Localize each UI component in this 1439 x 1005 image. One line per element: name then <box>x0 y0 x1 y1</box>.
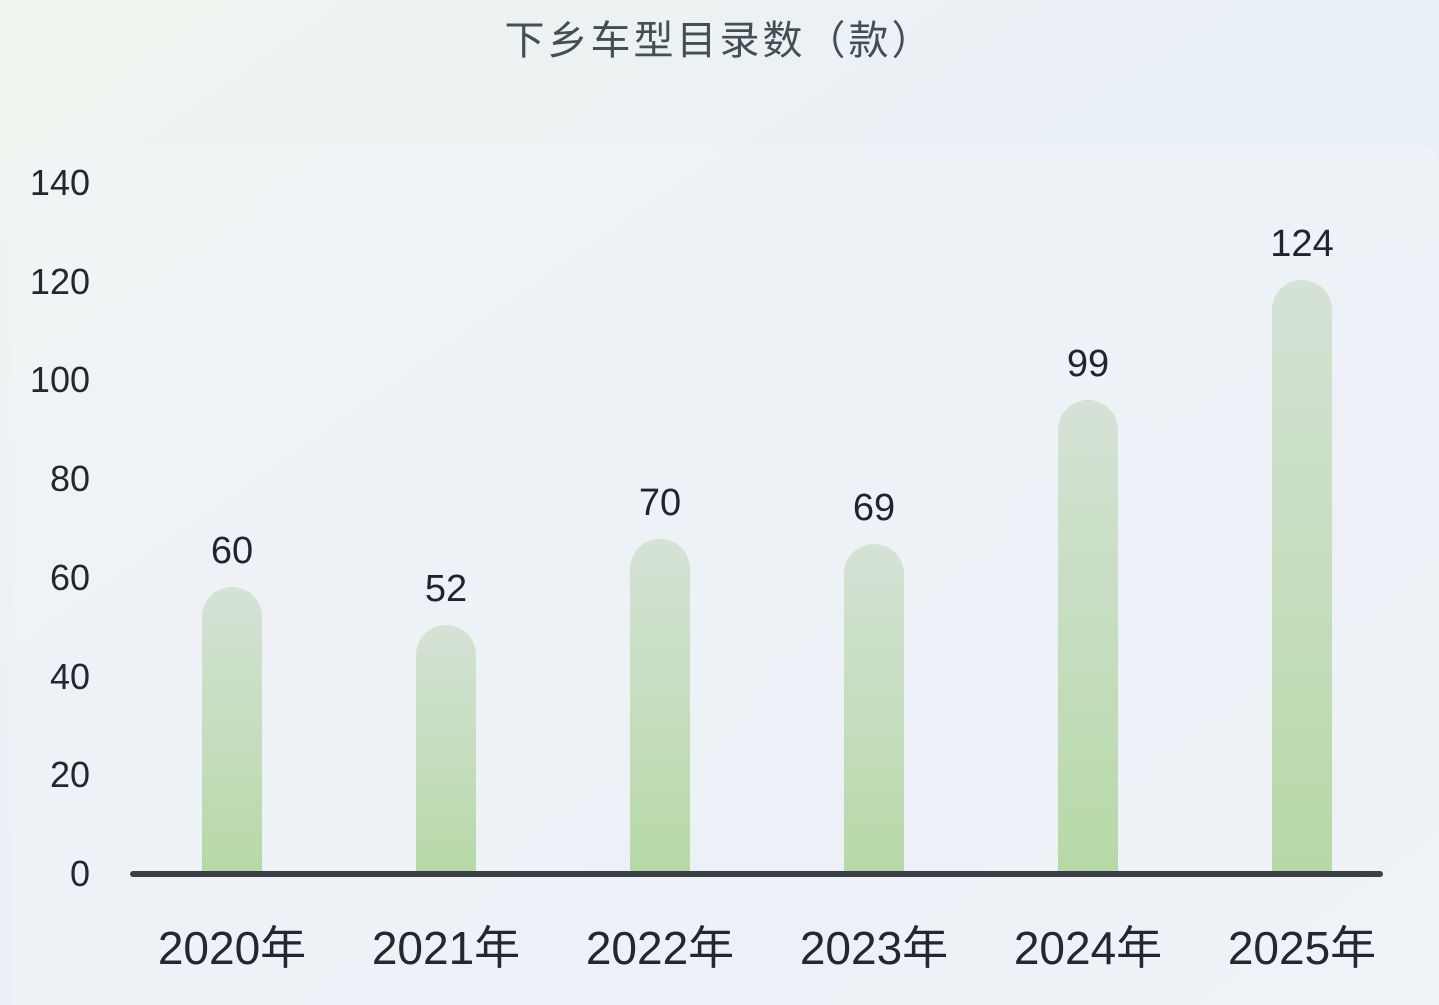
bar-value-label: 60 <box>210 529 254 572</box>
y-tick-label: 60 <box>49 556 90 598</box>
y-tick-label: 80 <box>49 458 90 500</box>
y-tick-label: 100 <box>29 359 90 401</box>
bar-value-label: 69 <box>852 486 896 529</box>
y-tick-label: 40 <box>49 655 90 697</box>
x-tick-label: 2025年 <box>1227 922 1377 974</box>
x-tick-label: 2020年 <box>157 922 307 974</box>
bar-2020年 <box>202 586 262 874</box>
bar-value-label: 99 <box>1066 343 1110 386</box>
bar-value-label: 70 <box>638 481 682 524</box>
bar-value-label: 52 <box>424 568 468 611</box>
chart-title: 下乡车型目录数（款） <box>504 19 935 63</box>
bar-2022年 <box>630 538 690 874</box>
x-tick-label: 2024年 <box>1013 922 1163 974</box>
bar-2025年 <box>1272 280 1332 874</box>
x-tick-label: 2023年 <box>799 922 949 974</box>
x-tick-label: 2022年 <box>585 922 735 974</box>
bar-2023年 <box>844 543 904 874</box>
y-tick-label: 0 <box>69 853 90 894</box>
x-axis-line <box>130 871 1383 877</box>
y-tick-label: 140 <box>29 162 90 203</box>
y-tick-label: 120 <box>29 260 90 302</box>
x-tick-label: 2021年 <box>371 922 521 974</box>
bar-value-label: 124 <box>1270 223 1334 266</box>
bar-2024年 <box>1058 400 1118 874</box>
y-tick-label: 20 <box>49 754 90 796</box>
bar-2021年 <box>416 625 476 874</box>
